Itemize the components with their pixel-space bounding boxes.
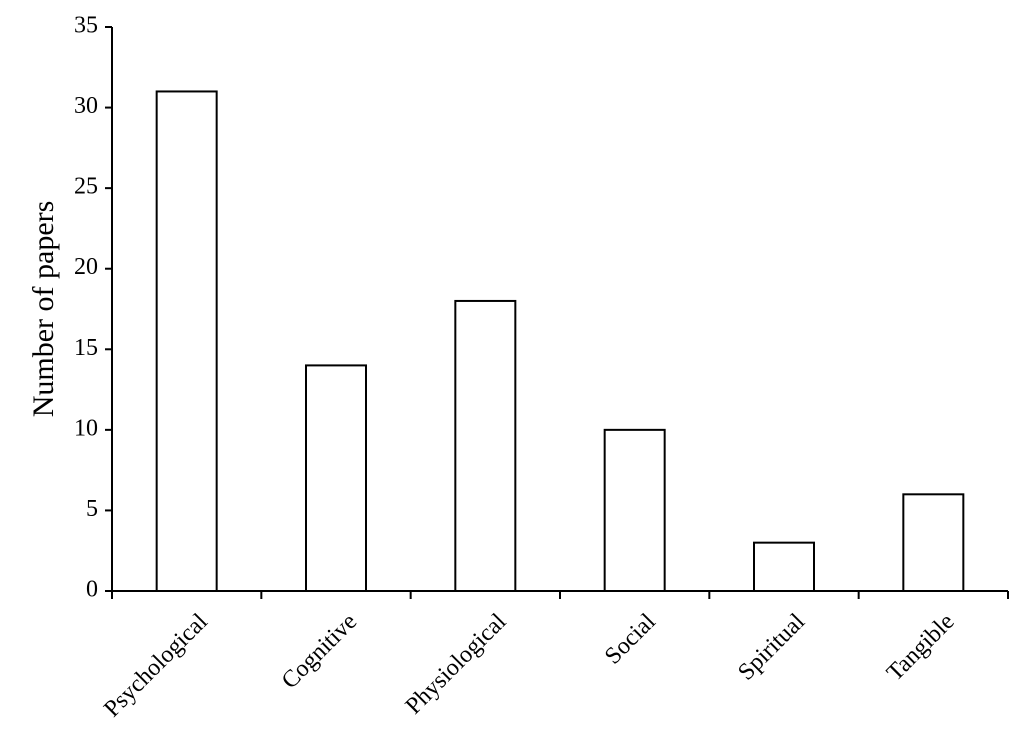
bar bbox=[454, 299, 517, 592]
y-tick-label: 15 bbox=[74, 335, 98, 361]
x-tick-label: Physiological bbox=[401, 609, 512, 720]
y-axis-label: Number of papers bbox=[27, 201, 60, 418]
bar bbox=[155, 90, 218, 592]
x-tick-label: Psychological bbox=[99, 609, 213, 723]
y-tick-label: 5 bbox=[86, 496, 98, 522]
y-tick-label: 25 bbox=[74, 174, 98, 200]
bar bbox=[902, 493, 965, 593]
x-tick-label: Spiritual bbox=[733, 609, 810, 686]
y-tick-label: 30 bbox=[74, 93, 98, 119]
y-tick-label: 0 bbox=[86, 577, 98, 603]
x-tick-label: Social bbox=[600, 609, 661, 670]
y-tick-label: 10 bbox=[74, 415, 98, 441]
bar bbox=[753, 541, 815, 593]
x-tick-label: Cognitive bbox=[277, 609, 362, 694]
bar bbox=[603, 428, 666, 592]
x-tick-label: Tangible bbox=[882, 609, 960, 687]
bar bbox=[305, 364, 367, 592]
y-tick-label: 20 bbox=[74, 254, 98, 280]
y-tick-label: 35 bbox=[74, 13, 98, 39]
